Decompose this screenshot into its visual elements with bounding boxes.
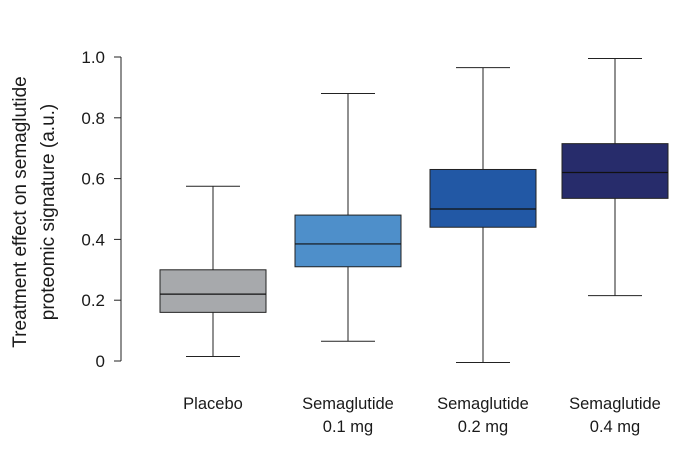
box-series: [159, 58, 669, 364]
category-label: 0.2 mg: [458, 418, 508, 436]
box-group: [159, 185, 267, 357]
y-axis-title: Treatment effect on semaglutide proteomi…: [10, 76, 59, 347]
box-group: [561, 58, 669, 297]
y-axis-ticks: 0 0.2 0.4 0.6 0.8 1.0: [81, 48, 121, 371]
y-tick-label: 0.8: [81, 109, 105, 128]
category-label: Semaglutide: [569, 395, 661, 413]
interquartile-box: [561, 143, 669, 199]
y-tick-label: 0: [96, 352, 105, 371]
y-tick-label: 0.6: [81, 170, 105, 189]
x-axis-labels: Placebo Semaglutide 0.1 mg Semaglutide 0.2 m…: [183, 395, 661, 436]
category-label: Placebo: [183, 395, 243, 413]
y-axis-title-line-2: proteomic signature (a.u.): [38, 104, 59, 321]
y-axis-title-line-1: Treatment effect on semaglutide: [10, 76, 31, 347]
category-label: Semaglutide: [302, 395, 394, 413]
interquartile-box: [159, 269, 267, 313]
y-tick-label: 0.2: [81, 291, 105, 310]
box-group: [429, 67, 537, 364]
category-label: 0.1 mg: [323, 418, 373, 436]
category-label: 0.4 mg: [590, 418, 640, 436]
category-label: Semaglutide: [437, 395, 529, 413]
y-tick-label: 0.4: [81, 230, 105, 249]
interquartile-box: [429, 168, 537, 228]
interquartile-box: [294, 214, 402, 268]
box-group: [294, 92, 402, 342]
y-tick-label: 1.0: [81, 48, 105, 67]
